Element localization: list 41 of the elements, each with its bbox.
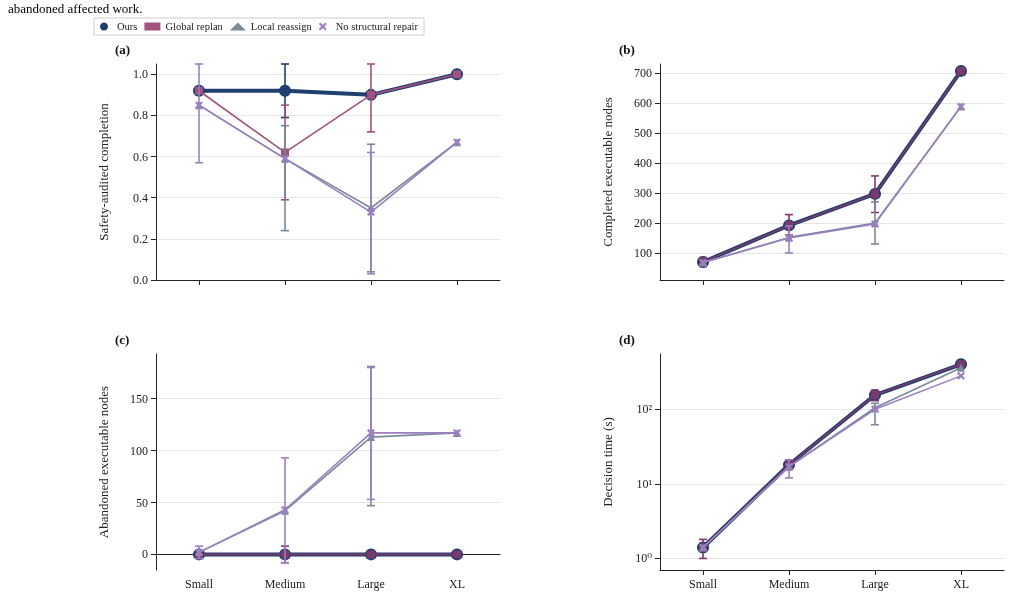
legend-label: No structural repair	[335, 21, 419, 32]
y-tick-label: 0.4	[133, 190, 148, 205]
chart-title: (d)	[619, 332, 635, 347]
x-tick-label: Large	[357, 577, 385, 591]
x-tick-label: XL	[449, 577, 465, 591]
y-tick-label: 600	[634, 96, 652, 110]
legend-label: Local reassign	[250, 21, 313, 32]
y-tick-label: 200	[634, 216, 652, 230]
x-tick-label: Large	[861, 577, 889, 591]
chart-title: (a)	[115, 42, 131, 57]
x-tick-label: Medium	[768, 577, 810, 591]
y-tick-label: 500	[634, 126, 652, 140]
x-tick-label: Small	[688, 577, 718, 591]
y-tick-label: 50	[136, 495, 148, 510]
y-axis-title: Safety-audited completion	[96, 102, 111, 241]
x-tick-label: XL	[953, 577, 969, 591]
y-tick-label: 700	[634, 66, 652, 80]
y-tick-label: 10¹	[636, 476, 653, 491]
y-tick-label: 0.2	[133, 231, 148, 246]
y-tick-label: 300	[634, 186, 652, 200]
legend-label: Ours	[117, 21, 138, 32]
text: abandoned affected work.	[8, 1, 143, 16]
y-tick-label: 10²	[636, 402, 653, 417]
y-tick-label: 10⁰	[635, 551, 653, 566]
y-tick-label: 150	[130, 391, 148, 406]
y-axis-title: Completed executable nodes	[600, 97, 615, 247]
y-tick-label: 100	[634, 246, 652, 260]
chart-title: (b)	[619, 42, 635, 57]
y-tick-label: 0.0	[133, 273, 148, 287]
y-axis-title: Abandoned executable nodes	[96, 385, 111, 539]
y-tick-label: 0	[142, 547, 148, 562]
y-tick-label: 100	[130, 443, 148, 458]
y-tick-label: 1.0	[133, 67, 148, 82]
y-tick-label: 0.6	[133, 149, 148, 164]
chart-title: (c)	[115, 332, 130, 347]
x-tick-label: Medium	[264, 577, 306, 591]
x-tick-label: Small	[184, 577, 214, 591]
legend-label: Global replan	[165, 21, 224, 32]
y-tick-label: 0.8	[133, 108, 148, 123]
y-axis-title: Decision time (s)	[600, 417, 615, 507]
y-tick-label: 400	[634, 156, 652, 170]
